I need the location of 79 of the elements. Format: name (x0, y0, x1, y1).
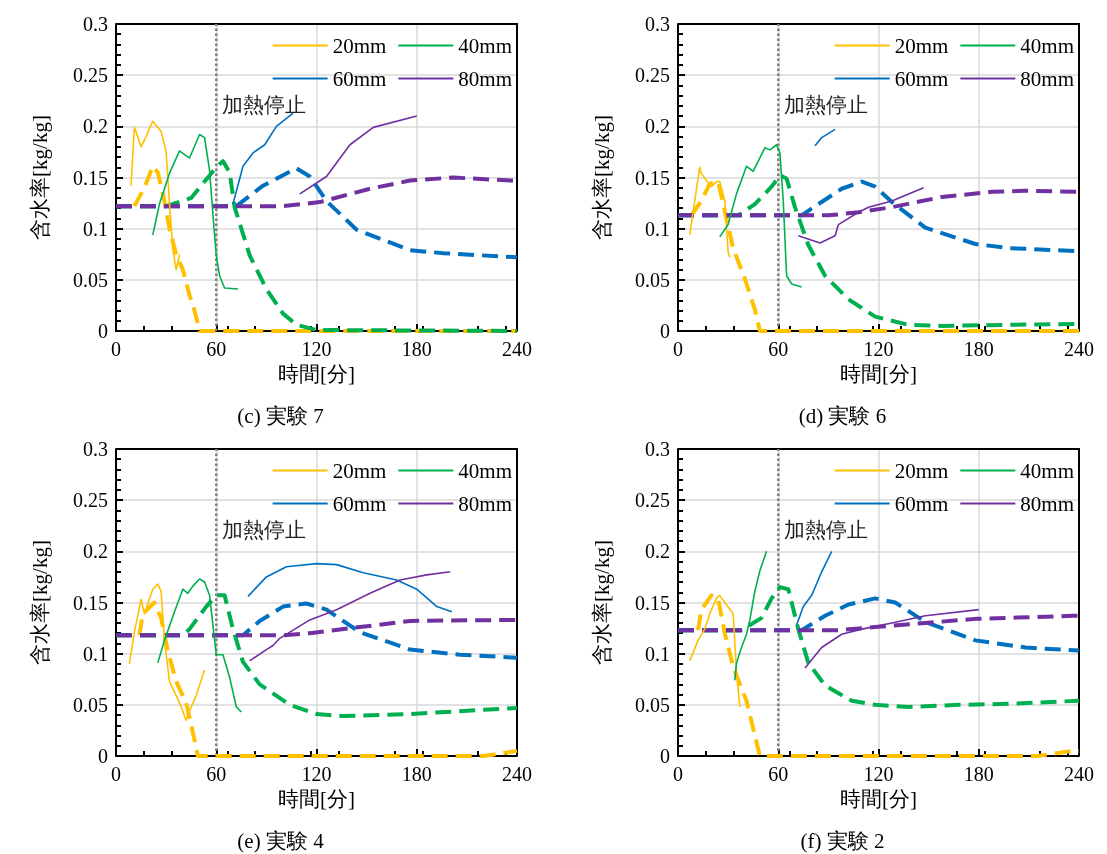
legend-label: 80mm (1020, 66, 1074, 91)
x-axis-title: 時間[分] (840, 362, 917, 387)
x-tick-label: 240 (1064, 763, 1094, 785)
y-tick-label: 0.05 (635, 268, 670, 291)
text: (c) 実験 7 (237, 403, 324, 428)
legend-label: 20mm (332, 33, 387, 58)
line-series (247, 562, 453, 613)
x-axis-title: 時間[分] (278, 787, 355, 812)
y-tick-label: 0.05 (73, 693, 108, 716)
y-tick-label: 0.1 (83, 217, 108, 240)
y-tick-label: 0.2 (83, 540, 108, 563)
line-series (795, 550, 833, 626)
legend-label: 40mm (1020, 458, 1074, 483)
x-tick-label: 60 (768, 338, 789, 360)
y-tick-label: 0.2 (645, 540, 670, 563)
y-axis-title: 含水率[kg/kg] (589, 115, 614, 240)
y-axis-title: 含水率[kg/kg] (27, 115, 52, 240)
x-axis-title: 時間[分] (278, 362, 355, 387)
y-axis-title: 含水率[kg/kg] (27, 540, 52, 665)
y-tick-label: 0 (660, 320, 670, 342)
legend-label: 60mm (894, 66, 949, 91)
x-tick-label: 120 (863, 338, 894, 360)
text: (f) 実験 2 (800, 828, 885, 853)
text: (e) 実験 4 (237, 828, 325, 853)
legend-label: 20mm (332, 458, 387, 483)
y-tick-label: 0.2 (83, 115, 108, 138)
legend-label: 60mm (332, 491, 387, 516)
x-tick-label: 180 (401, 763, 432, 785)
ref-line-label: 加熱停止 (784, 518, 869, 543)
x-tick-label: 60 (206, 763, 227, 785)
legend-label: 20mm (894, 458, 949, 483)
text: (d) 実験 6 (798, 403, 887, 428)
y-tick-label: 0 (98, 320, 108, 342)
y-tick-label: 0.15 (635, 166, 670, 189)
y-tick-label: 0 (98, 745, 108, 767)
line-series (298, 115, 418, 195)
x-tick-label: 180 (401, 338, 432, 360)
y-tick-label: 0.25 (73, 489, 108, 512)
y-tick-label: 0.2 (645, 115, 670, 138)
y-tick-label: 0.3 (645, 13, 670, 35)
ref-line-label: 加熱停止 (784, 93, 869, 118)
x-tick-label: 120 (301, 338, 332, 360)
y-tick-label: 0.25 (635, 64, 670, 87)
y-tick-label: 0.15 (635, 591, 670, 614)
x-tick-label: 60 (768, 763, 789, 785)
y-tick-label: 0.25 (73, 64, 108, 87)
y-tick-label: 0.1 (645, 642, 670, 665)
y-tick-label: 0.1 (645, 217, 670, 240)
x-tick-label: 120 (863, 763, 894, 785)
x-tick-label: 180 (963, 338, 994, 360)
x-tick-label: 60 (206, 338, 227, 360)
legend-label: 80mm (1020, 491, 1074, 516)
x-tick-label: 240 (1064, 338, 1094, 360)
x-tick-label: 240 (502, 763, 532, 785)
legend-label: 40mm (458, 458, 512, 483)
y-tick-label: 0.3 (83, 13, 108, 35)
legend-label: 60mm (894, 491, 949, 516)
legend-label: 60mm (332, 66, 387, 91)
legend-label: 80mm (458, 491, 512, 516)
y-tick-label: 0.3 (645, 438, 670, 460)
y-tick-label: 0.15 (73, 591, 108, 614)
y-axis-title: 含水率[kg/kg] (589, 540, 614, 665)
legend-label: 40mm (458, 33, 512, 58)
ref-line-label: 加熱停止 (222, 518, 307, 543)
y-tick-label: 0 (660, 745, 670, 767)
x-tick-label: 240 (502, 338, 532, 360)
legend-label: 40mm (1020, 33, 1074, 58)
legend-label: 20mm (894, 33, 949, 58)
ref-line-label: 加熱停止 (222, 93, 307, 118)
y-tick-label: 0.1 (83, 642, 108, 665)
y-tick-label: 0.05 (635, 693, 670, 716)
x-tick-label: 180 (963, 763, 994, 785)
x-axis-title: 時間[分] (840, 787, 917, 812)
y-tick-label: 0.15 (73, 166, 108, 189)
y-tick-label: 0.3 (83, 438, 108, 460)
y-tick-label: 0.05 (73, 268, 108, 291)
legend-label: 80mm (458, 66, 512, 91)
y-tick-label: 0.25 (635, 489, 670, 512)
x-tick-label: 120 (301, 763, 332, 785)
